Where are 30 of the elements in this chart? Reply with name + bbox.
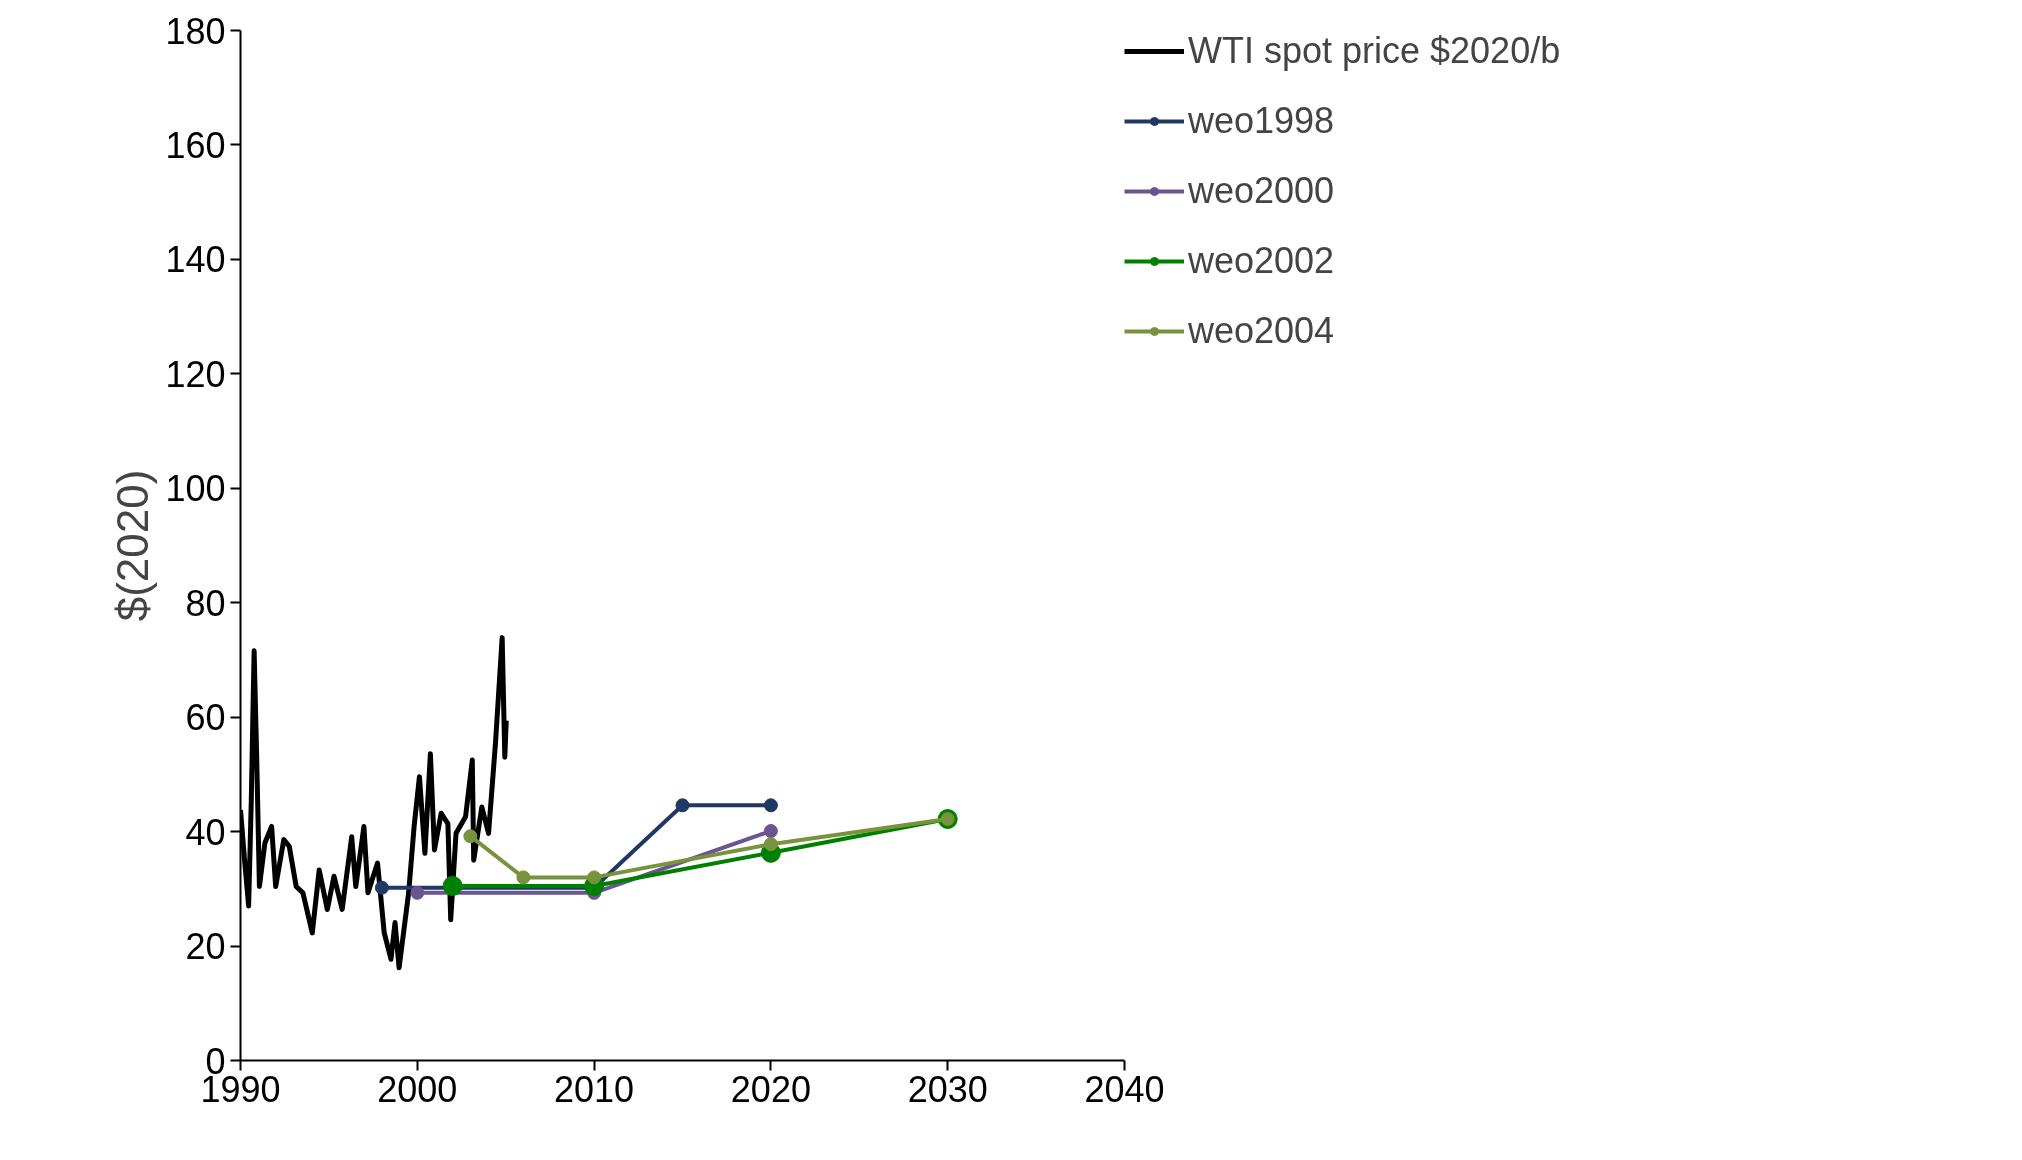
point bbox=[763, 837, 778, 852]
point bbox=[763, 798, 778, 813]
y-tick-label: 100 bbox=[165, 468, 226, 510]
y-axis-title: $(2020) bbox=[108, 469, 158, 622]
y-tick-label: 120 bbox=[165, 353, 226, 395]
x-tick-label: 2020 bbox=[730, 1068, 811, 1110]
point bbox=[463, 829, 478, 844]
point bbox=[675, 798, 690, 813]
point bbox=[374, 880, 389, 895]
legend-label: weo2004 bbox=[1188, 310, 1335, 352]
y-tick-label: 60 bbox=[185, 697, 226, 739]
y-tick-label: 140 bbox=[165, 239, 226, 281]
point bbox=[410, 885, 425, 900]
y-tick-label: 40 bbox=[185, 811, 226, 853]
x-tick-label: 2030 bbox=[907, 1068, 988, 1110]
y-tick-label: 180 bbox=[165, 10, 226, 52]
legend-label: weo1998 bbox=[1188, 100, 1335, 142]
y-tick-label: 160 bbox=[165, 124, 226, 166]
legend-label: WTI spot price $2020/b bbox=[1188, 30, 1561, 72]
y-tick-label: 80 bbox=[185, 582, 226, 624]
x-tick-label: 2040 bbox=[1084, 1068, 1165, 1110]
legend-label: weo2002 bbox=[1188, 240, 1335, 282]
point bbox=[516, 870, 531, 885]
point bbox=[587, 870, 602, 885]
x-tick-label: 2010 bbox=[554, 1068, 635, 1110]
point bbox=[763, 824, 778, 839]
y-tick-label: 20 bbox=[185, 926, 226, 968]
x-tick-label: 2000 bbox=[377, 1068, 458, 1110]
legend-label: weo2000 bbox=[1188, 170, 1335, 212]
point bbox=[442, 875, 463, 896]
